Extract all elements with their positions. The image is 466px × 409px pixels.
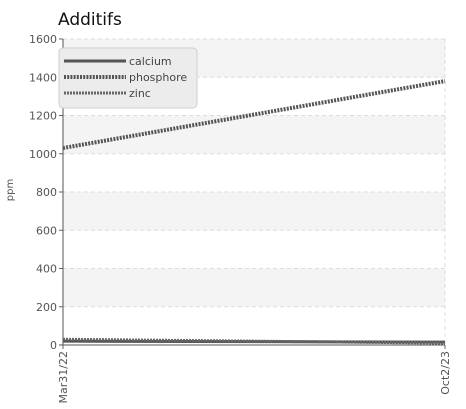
legend: calcium phosphore zinc [58, 47, 198, 109]
plot-band [63, 192, 445, 231]
y-tick-label: 200 [36, 301, 57, 314]
x-tick-label: Oct2/23 [439, 351, 452, 395]
y-tick-label: 1600 [29, 33, 57, 46]
legend-label-phosphore: phosphore [129, 71, 187, 84]
y-tick-label: 400 [36, 263, 57, 276]
legend-label-calcium: calcium [129, 55, 172, 68]
y-tick-label: 800 [36, 186, 57, 199]
y-tick-label: 1200 [29, 110, 57, 123]
y-tick-label: 1400 [29, 71, 57, 84]
legend-label-zinc: zinc [129, 87, 151, 100]
plot-band [63, 268, 445, 307]
x-tick-labels: Mar31/22 Oct2/23 [57, 351, 452, 403]
series-line-phosphore [62, 79, 446, 150]
y-axis-label: ppm [5, 179, 16, 201]
grid [59, 38, 446, 346]
y-tick-labels: 0 200 400 600 800 1000 1200 1400 1600 [29, 33, 57, 352]
x-tick-label: Mar31/22 [57, 351, 70, 403]
series-lines [62, 79, 446, 345]
y-tick-label: 1000 [29, 148, 57, 161]
plot-band [63, 115, 445, 154]
y-tick-label: 600 [36, 224, 57, 237]
legend-box [58, 47, 198, 109]
series-line-zinc [62, 337, 446, 345]
chart-title: Additifs [58, 10, 122, 30]
y-tick-label: 0 [50, 339, 57, 352]
